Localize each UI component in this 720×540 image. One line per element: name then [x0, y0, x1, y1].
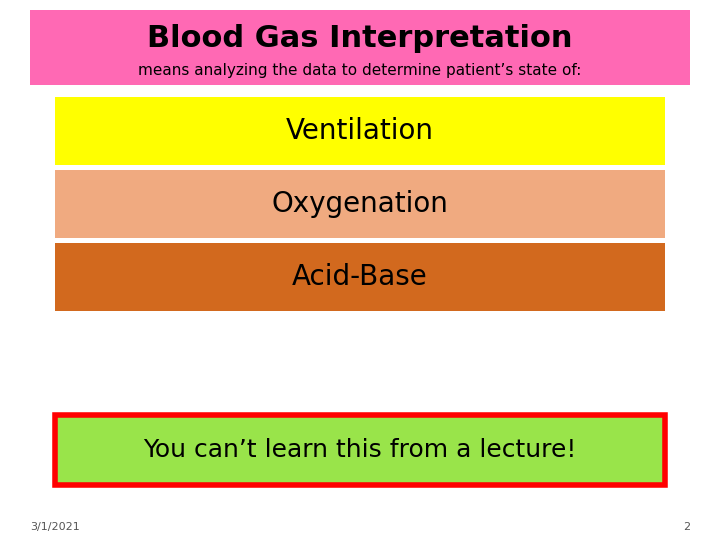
Text: Oxygenation: Oxygenation [271, 190, 449, 218]
FancyBboxPatch shape [30, 10, 690, 85]
Text: 2: 2 [683, 522, 690, 532]
FancyBboxPatch shape [55, 243, 665, 311]
Text: 3/1/2021: 3/1/2021 [30, 522, 80, 532]
Text: means analyzing the data to determine patient’s state of:: means analyzing the data to determine pa… [138, 63, 582, 78]
FancyBboxPatch shape [55, 97, 665, 165]
Text: Blood Gas Interpretation: Blood Gas Interpretation [148, 24, 572, 53]
FancyBboxPatch shape [55, 170, 665, 238]
Text: Acid-Base: Acid-Base [292, 263, 428, 291]
Text: You can’t learn this from a lecture!: You can’t learn this from a lecture! [143, 438, 577, 462]
FancyBboxPatch shape [55, 415, 665, 485]
Text: Ventilation: Ventilation [286, 117, 434, 145]
